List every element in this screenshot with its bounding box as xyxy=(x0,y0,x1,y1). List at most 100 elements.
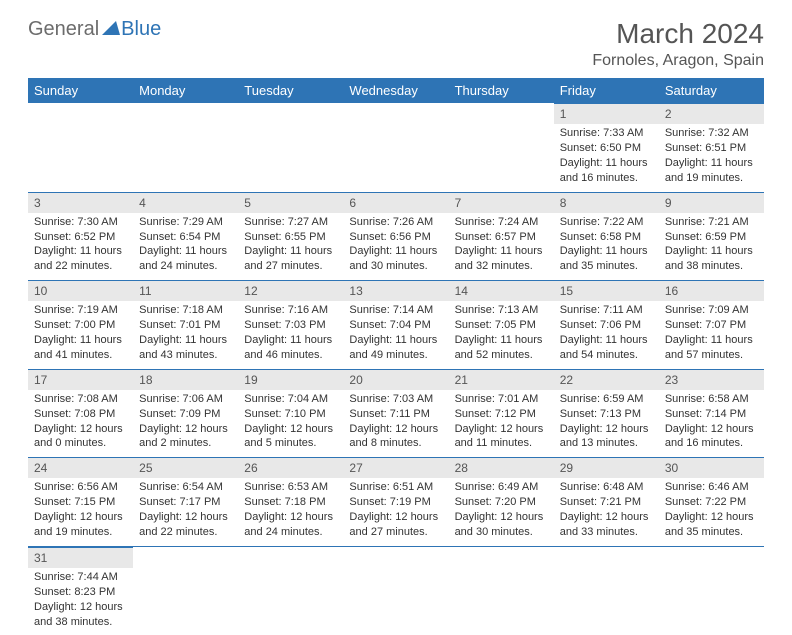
calendar-cell: 17Sunrise: 7:08 AMSunset: 7:08 PMDayligh… xyxy=(28,369,133,458)
day-number: 14 xyxy=(449,280,554,301)
daylight-text: Daylight: 11 hours and 49 minutes. xyxy=(349,333,442,363)
calendar-week-row: 10Sunrise: 7:19 AMSunset: 7:00 PMDayligh… xyxy=(28,280,764,369)
day-body: Sunrise: 6:53 AMSunset: 7:18 PMDaylight:… xyxy=(238,478,343,546)
sunrise-text: Sunrise: 6:46 AM xyxy=(665,480,758,495)
calendar-week-row: 24Sunrise: 6:56 AMSunset: 7:15 PMDayligh… xyxy=(28,457,764,547)
calendar-table: Sunday Monday Tuesday Wednesday Thursday… xyxy=(28,78,764,635)
day-number: 6 xyxy=(343,192,448,213)
day-number: 17 xyxy=(28,369,133,390)
daylight-text: Daylight: 11 hours and 19 minutes. xyxy=(665,156,758,186)
sunset-text: Sunset: 7:14 PM xyxy=(665,407,758,422)
weekday-header: Wednesday xyxy=(343,78,448,103)
day-body: Sunrise: 7:06 AMSunset: 7:09 PMDaylight:… xyxy=(133,390,238,457)
day-number: 10 xyxy=(28,280,133,301)
day-body: Sunrise: 7:44 AMSunset: 8:23 PMDaylight:… xyxy=(28,568,133,635)
day-body: Sunrise: 6:54 AMSunset: 7:17 PMDaylight:… xyxy=(133,478,238,546)
day-body xyxy=(133,123,238,181)
sunset-text: Sunset: 7:08 PM xyxy=(34,407,127,422)
day-body: Sunrise: 7:22 AMSunset: 6:58 PMDaylight:… xyxy=(554,213,659,280)
day-body: Sunrise: 7:21 AMSunset: 6:59 PMDaylight:… xyxy=(659,213,764,280)
sunrise-text: Sunrise: 6:59 AM xyxy=(560,392,653,407)
calendar-cell: 23Sunrise: 6:58 AMSunset: 7:14 PMDayligh… xyxy=(659,369,764,458)
day-number: 18 xyxy=(133,369,238,390)
day-body: Sunrise: 6:58 AMSunset: 7:14 PMDaylight:… xyxy=(659,390,764,457)
day-number: 3 xyxy=(28,192,133,213)
day-body: Sunrise: 7:04 AMSunset: 7:10 PMDaylight:… xyxy=(238,390,343,457)
sunset-text: Sunset: 6:57 PM xyxy=(455,230,548,245)
logo-triangle-icon xyxy=(102,18,120,41)
calendar-cell: 21Sunrise: 7:01 AMSunset: 7:12 PMDayligh… xyxy=(449,369,554,458)
day-body xyxy=(133,567,238,575)
day-number: 4 xyxy=(133,192,238,213)
sunrise-text: Sunrise: 7:24 AM xyxy=(455,215,548,230)
calendar-cell: 15Sunrise: 7:11 AMSunset: 7:06 PMDayligh… xyxy=(554,280,659,369)
day-number xyxy=(238,103,343,123)
calendar-cell xyxy=(343,547,448,635)
calendar-week-row: 3Sunrise: 7:30 AMSunset: 6:52 PMDaylight… xyxy=(28,192,764,281)
day-body: Sunrise: 7:19 AMSunset: 7:00 PMDaylight:… xyxy=(28,301,133,368)
sunset-text: Sunset: 7:19 PM xyxy=(349,495,442,510)
calendar-cell xyxy=(238,103,343,192)
sunrise-text: Sunrise: 7:27 AM xyxy=(244,215,337,230)
sunset-text: Sunset: 7:15 PM xyxy=(34,495,127,510)
calendar-cell: 8Sunrise: 7:22 AMSunset: 6:58 PMDaylight… xyxy=(554,192,659,281)
day-body: Sunrise: 7:16 AMSunset: 7:03 PMDaylight:… xyxy=(238,301,343,368)
daylight-text: Daylight: 11 hours and 57 minutes. xyxy=(665,333,758,363)
day-body: Sunrise: 7:14 AMSunset: 7:04 PMDaylight:… xyxy=(343,301,448,368)
day-body xyxy=(554,567,659,575)
daylight-text: Daylight: 12 hours and 13 minutes. xyxy=(560,422,653,452)
day-number xyxy=(133,547,238,567)
month-title: March 2024 xyxy=(592,18,764,50)
calendar-cell xyxy=(28,103,133,192)
day-body: Sunrise: 6:51 AMSunset: 7:19 PMDaylight:… xyxy=(343,478,448,546)
weekday-header: Saturday xyxy=(659,78,764,103)
day-number: 20 xyxy=(343,369,448,390)
calendar-cell: 25Sunrise: 6:54 AMSunset: 7:17 PMDayligh… xyxy=(133,457,238,547)
logo: General Blue xyxy=(28,18,161,41)
sunset-text: Sunset: 7:21 PM xyxy=(560,495,653,510)
daylight-text: Daylight: 12 hours and 8 minutes. xyxy=(349,422,442,452)
sunset-text: Sunset: 8:23 PM xyxy=(34,585,127,600)
daylight-text: Daylight: 12 hours and 30 minutes. xyxy=(455,510,548,540)
day-body: Sunrise: 7:18 AMSunset: 7:01 PMDaylight:… xyxy=(133,301,238,368)
sunset-text: Sunset: 7:12 PM xyxy=(455,407,548,422)
day-body: Sunrise: 7:27 AMSunset: 6:55 PMDaylight:… xyxy=(238,213,343,280)
title-block: March 2024 Fornoles, Aragon, Spain xyxy=(592,18,764,70)
daylight-text: Daylight: 12 hours and 11 minutes. xyxy=(455,422,548,452)
day-body: Sunrise: 6:48 AMSunset: 7:21 PMDaylight:… xyxy=(554,478,659,546)
day-body: Sunrise: 7:32 AMSunset: 6:51 PMDaylight:… xyxy=(659,124,764,191)
calendar-cell: 6Sunrise: 7:26 AMSunset: 6:56 PMDaylight… xyxy=(343,192,448,281)
day-number: 13 xyxy=(343,280,448,301)
sunrise-text: Sunrise: 7:06 AM xyxy=(139,392,232,407)
calendar-cell xyxy=(133,103,238,192)
day-number xyxy=(133,103,238,123)
calendar-cell: 4Sunrise: 7:29 AMSunset: 6:54 PMDaylight… xyxy=(133,192,238,281)
sunset-text: Sunset: 7:03 PM xyxy=(244,318,337,333)
calendar-cell: 22Sunrise: 6:59 AMSunset: 7:13 PMDayligh… xyxy=(554,369,659,458)
sunrise-text: Sunrise: 6:56 AM xyxy=(34,480,127,495)
sunset-text: Sunset: 6:56 PM xyxy=(349,230,442,245)
calendar-cell: 26Sunrise: 6:53 AMSunset: 7:18 PMDayligh… xyxy=(238,457,343,547)
sunset-text: Sunset: 7:00 PM xyxy=(34,318,127,333)
calendar-cell: 11Sunrise: 7:18 AMSunset: 7:01 PMDayligh… xyxy=(133,280,238,369)
day-number: 8 xyxy=(554,192,659,213)
sunrise-text: Sunrise: 6:54 AM xyxy=(139,480,232,495)
day-number: 1 xyxy=(554,103,659,124)
day-body xyxy=(238,123,343,181)
day-number: 31 xyxy=(28,547,133,568)
logo-text-blue: Blue xyxy=(121,18,161,41)
calendar-cell xyxy=(659,547,764,635)
sunset-text: Sunset: 6:52 PM xyxy=(34,230,127,245)
calendar-cell xyxy=(554,547,659,635)
calendar-week-row: 17Sunrise: 7:08 AMSunset: 7:08 PMDayligh… xyxy=(28,369,764,458)
calendar-cell: 1Sunrise: 7:33 AMSunset: 6:50 PMDaylight… xyxy=(554,103,659,192)
daylight-text: Daylight: 12 hours and 2 minutes. xyxy=(139,422,232,452)
sunrise-text: Sunrise: 7:29 AM xyxy=(139,215,232,230)
day-number: 23 xyxy=(659,369,764,390)
daylight-text: Daylight: 12 hours and 16 minutes. xyxy=(665,422,758,452)
day-number: 12 xyxy=(238,280,343,301)
day-number xyxy=(238,547,343,567)
daylight-text: Daylight: 12 hours and 19 minutes. xyxy=(34,510,127,540)
day-body xyxy=(238,567,343,575)
calendar-cell: 28Sunrise: 6:49 AMSunset: 7:20 PMDayligh… xyxy=(449,457,554,547)
